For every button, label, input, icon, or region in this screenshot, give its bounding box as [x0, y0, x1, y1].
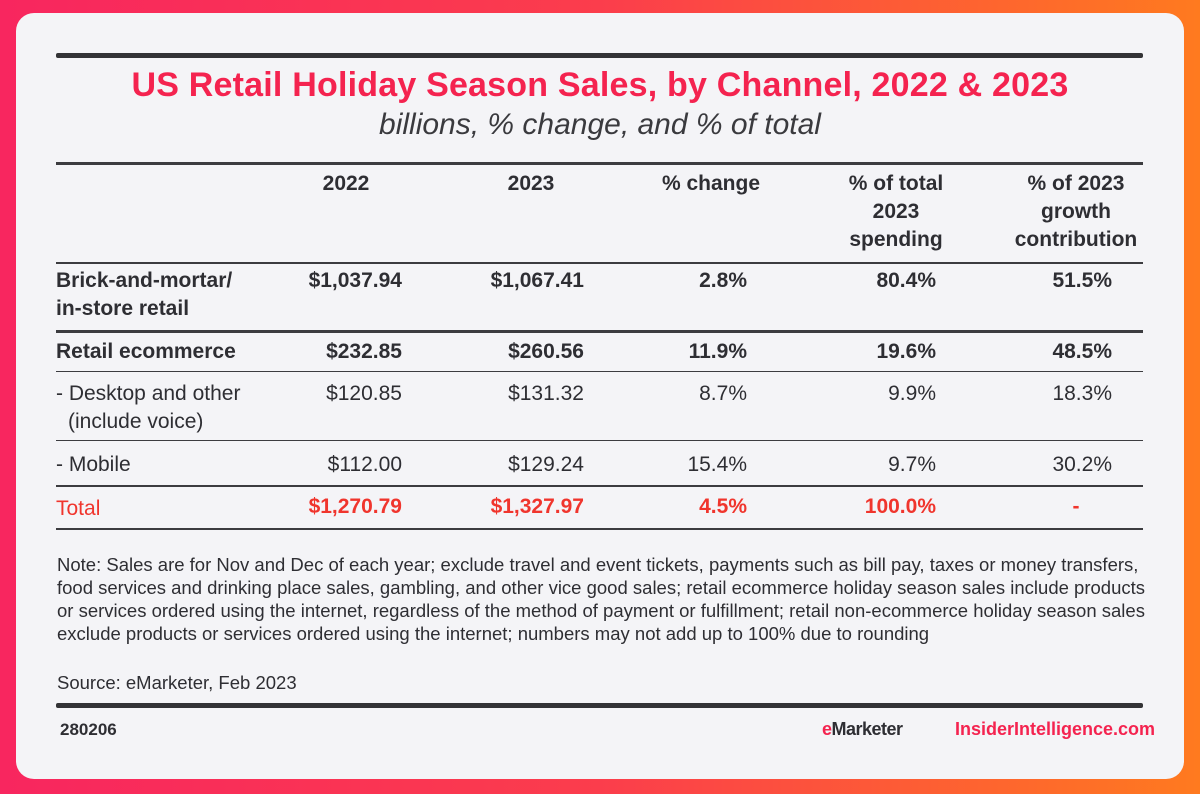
cell-2023: $131.32 — [508, 382, 584, 405]
label-line: in-store retail — [56, 297, 190, 320]
site-link[interactable]: InsiderIntelligence.com — [955, 719, 1156, 739]
cell-pct-total: 19.6% — [876, 340, 936, 363]
table-top-rule — [56, 162, 1143, 165]
header-line: contribution — [1014, 228, 1138, 251]
cell-pct-total: 80.4% — [876, 269, 936, 292]
cell-2022: $112.00 — [327, 453, 402, 476]
label-line: Brick-and-mortar/ — [56, 269, 233, 292]
bottom-rule — [56, 703, 1143, 708]
cell-growth: 18.3% — [1052, 382, 1112, 405]
chart-title: US Retail Holiday Season Sales, by Chann… — [131, 66, 1069, 104]
emarketer-logo: eMarketer — [822, 719, 903, 740]
cell-change: 15.4% — [687, 453, 747, 476]
cell-2023: $260.56 — [508, 340, 584, 363]
chart-note: Note: Sales are for Nov and Dec of each … — [57, 554, 1145, 644]
header-line: % of 2023 — [1027, 172, 1125, 195]
row-label-total: Total — [56, 497, 101, 520]
cell-2022: $1,037.94 — [308, 269, 402, 292]
cell-change: 8.7% — [699, 382, 747, 405]
row-label-desktop: - Desktop and other (include voice) — [56, 380, 240, 436]
label-line: (include voice) — [68, 410, 204, 433]
chart-card — [16, 13, 1184, 779]
cell-pct-total: 9.9% — [888, 382, 936, 405]
row-rule — [56, 485, 1143, 487]
chart-source: Source: eMarketer, Feb 2023 — [57, 672, 297, 693]
col-header-2023: 2023 — [507, 172, 555, 195]
header-rule — [56, 262, 1143, 264]
chart-id: 280206 — [60, 720, 117, 739]
cell-change: 4.5% — [699, 495, 747, 518]
row-rule — [56, 330, 1143, 333]
cell-growth: 51.5% — [1052, 269, 1112, 292]
col-header-growth: % of 2023 growth contribution — [1001, 170, 1151, 254]
logo-e: e — [822, 719, 832, 739]
table-bottom-rule — [56, 528, 1143, 530]
header-line: growth — [1041, 200, 1111, 223]
header-line: % of total — [848, 172, 944, 195]
row-label-ecommerce: Retail ecommerce — [56, 340, 236, 363]
col-header-2022: 2022 — [322, 172, 370, 195]
row-label-mobile: - Mobile — [56, 453, 131, 476]
cell-2023: $1,327.97 — [490, 495, 584, 518]
cell-2022: $232.85 — [326, 340, 402, 363]
header-line: 2023 — [872, 200, 920, 223]
header-line: spending — [849, 228, 943, 251]
col-header-change: % change — [661, 172, 761, 195]
cell-pct-total: 100.0% — [864, 495, 936, 518]
cell-change: 11.9% — [688, 340, 747, 363]
cell-2023: $1,067.41 — [490, 269, 584, 292]
cell-growth: 30.2% — [1052, 453, 1112, 476]
row-rule — [56, 371, 1143, 372]
cell-pct-total: 9.7% — [888, 453, 936, 476]
chart-subtitle: billions, % change, and % of total — [379, 108, 821, 141]
logo-rest: Marketer — [831, 719, 904, 739]
cell-change: 2.8% — [699, 269, 747, 292]
top-rule — [56, 53, 1143, 58]
row-rule — [56, 440, 1143, 441]
row-label-brick: Brick-and-mortar/ in-store retail — [56, 267, 232, 323]
label-line: - Desktop and other — [56, 382, 241, 405]
col-header-pct-total: % of total 2023 spending — [816, 170, 976, 254]
cell-2023: $129.24 — [508, 453, 584, 476]
cell-2022: $120.85 — [326, 382, 402, 405]
cell-growth: 48.5% — [1052, 340, 1112, 363]
cell-growth: - — [1072, 495, 1080, 518]
cell-2022: $1,270.79 — [308, 495, 402, 518]
